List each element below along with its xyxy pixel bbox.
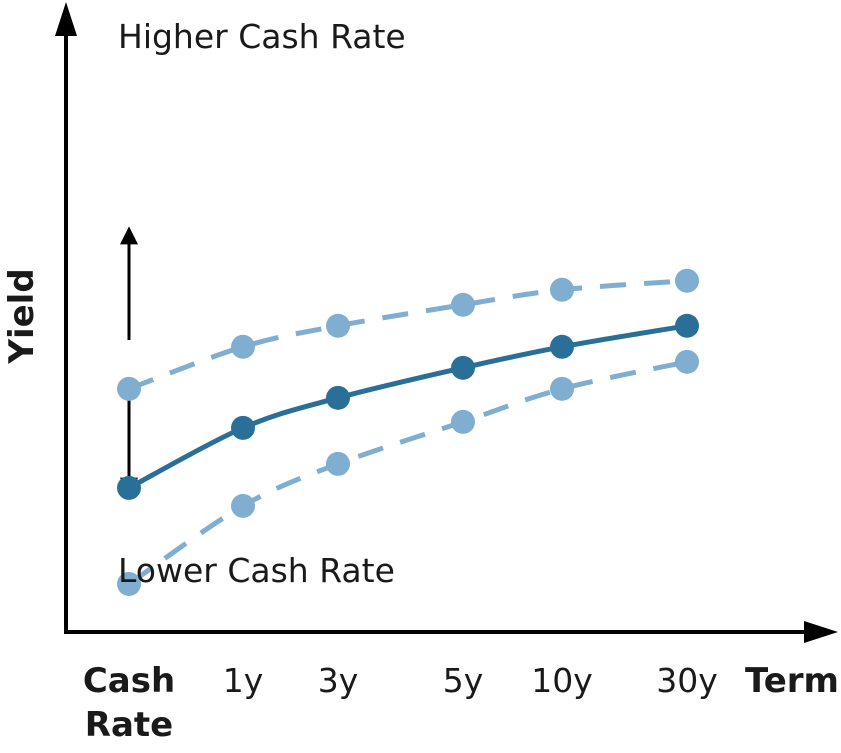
point-higher-1: [231, 334, 255, 359]
point-lower-1: [231, 493, 255, 518]
x-tick-label-10y: 10y: [531, 661, 593, 700]
point-higher-5: [675, 268, 699, 293]
x-tick-label-cash-rate: Cash Rate: [83, 661, 175, 745]
point-current-4: [550, 334, 574, 359]
series-line-lower: [127, 359, 688, 587]
x-tick-label-1y: 1y: [223, 661, 264, 700]
point-current-5: [675, 313, 699, 338]
x-tick-label-5y: 5y: [443, 661, 484, 700]
y-axis-label: Yield: [2, 268, 42, 364]
y-axis-arrow: [55, 2, 77, 36]
point-higher-3: [451, 292, 475, 317]
x-tick-labels: Cash Rate 1y 3y 5y 10y 30y: [83, 661, 718, 745]
x-tick-label-30y: 30y: [656, 661, 718, 700]
series-layer: [127, 278, 688, 587]
x-axis-arrow: [804, 621, 838, 643]
higher-cash-rate-annotation: Higher Cash Rate: [118, 17, 406, 56]
point-lower-2: [326, 451, 350, 476]
point-lower-3: [451, 409, 475, 434]
point-lower-5: [675, 349, 699, 374]
point-higher-2: [326, 313, 350, 338]
point-current-1: [231, 415, 255, 440]
point-current-3: [451, 355, 475, 380]
point-lower-0: [117, 571, 141, 596]
x-axis-label: Term: [745, 661, 839, 701]
point-lower-4: [550, 376, 574, 401]
points-layer: [117, 268, 699, 596]
series-line-current: [127, 323, 688, 491]
point-current-0: [117, 475, 141, 500]
point-current-2: [326, 385, 350, 410]
point-higher-0: [117, 376, 141, 401]
lower-cash-rate-annotation: Lower Cash Rate: [118, 551, 395, 590]
x-tick-label-3y: 3y: [318, 661, 359, 700]
point-higher-4: [550, 277, 574, 302]
series-line-higher: [128, 278, 688, 392]
